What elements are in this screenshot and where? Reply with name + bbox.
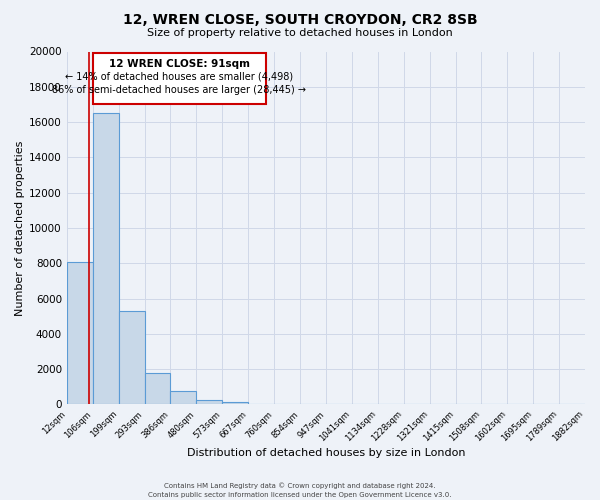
Text: ← 14% of detached houses are smaller (4,498): ← 14% of detached houses are smaller (4,… (65, 72, 293, 82)
Bar (196, 400, 222, 404)
Text: 12, WREN CLOSE, SOUTH CROYDON, CR2 8SB: 12, WREN CLOSE, SOUTH CROYDON, CR2 8SB (122, 12, 478, 26)
Bar (93, 114, 119, 405)
Text: Contains HM Land Registry data © Crown copyright and database right 2024.: Contains HM Land Registry data © Crown c… (164, 482, 436, 489)
Text: 86% of semi-detached houses are larger (28,445) →: 86% of semi-detached houses are larger (… (52, 85, 306, 95)
Text: Size of property relative to detached houses in London: Size of property relative to detached ho… (147, 28, 453, 38)
Text: Contains public sector information licensed under the Open Government Licence v3: Contains public sector information licen… (148, 492, 452, 498)
FancyBboxPatch shape (92, 54, 266, 104)
Bar (170, 391, 196, 404)
Y-axis label: Number of detached properties: Number of detached properties (15, 140, 25, 316)
Bar (222, 402, 248, 404)
Bar (119, 311, 145, 404)
X-axis label: Distribution of detached houses by size in London: Distribution of detached houses by size … (187, 448, 465, 458)
Text: 12 WREN CLOSE: 91sqm: 12 WREN CLOSE: 91sqm (109, 60, 250, 70)
Bar (145, 372, 170, 404)
Bar (67, 262, 93, 404)
